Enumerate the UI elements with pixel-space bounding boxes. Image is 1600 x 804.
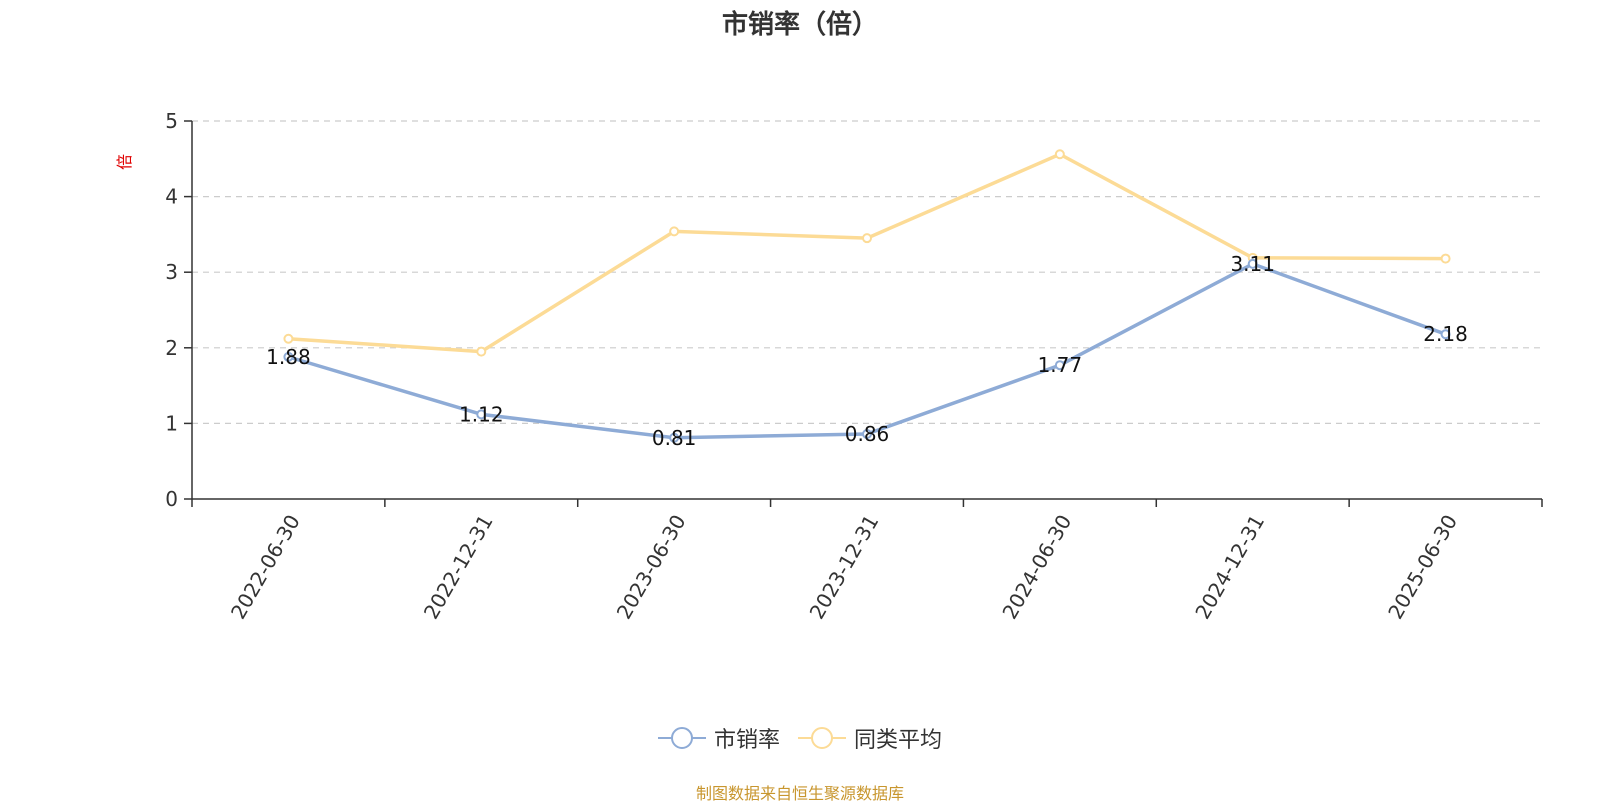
grid-lines [192,120,1542,424]
data-point-s0-3[interactable] [862,428,872,439]
data-point-s1-4[interactable] [1054,149,1065,160]
legend-label-1: 同类平均 [854,728,943,753]
data-point-s0-1[interactable] [476,409,487,420]
data-label-s0-2: 0.81 [652,426,697,450]
x-tick-label-5: 2024-12-31 [1190,511,1269,624]
data-point-s0-5[interactable] [1247,258,1258,269]
y-axis-unit-label: 倍 [115,154,134,170]
data-label-s0-1: 1.12 [459,402,504,426]
data-point-s1-6[interactable] [1440,253,1451,264]
legend-label-0: 市销率 [713,728,780,753]
data-point-s0-0[interactable] [283,351,294,362]
data-point-s1-1[interactable] [476,346,487,357]
data-label-s0-5: 3.11 [1230,252,1275,276]
y-tick-label-4: 4 [165,185,178,209]
y-tick-label-3: 3 [165,260,178,284]
series-group [283,149,1451,443]
data-point-s0-4[interactable] [1054,360,1065,371]
x-tick-label-1: 2022-12-31 [419,511,498,624]
axes [191,121,1542,500]
y-tick-label-0: 0 [165,487,178,511]
y-axis-ticks: 0 1 2 3 4 5 [165,109,192,511]
data-label-s0-0: 1.88 [266,345,311,369]
x-tick-label-6: 2025-06-30 [1383,511,1462,624]
chart-title: 市销率（倍） [721,10,878,40]
legend: 市销率 同类平均 [0,722,1600,754]
data-label-s0-6: 2.18 [1423,322,1468,346]
data-point-s1-3[interactable] [862,233,872,244]
x-tick-label-4: 2024-06-30 [997,511,1076,624]
data-point-s0-6[interactable] [1440,329,1451,340]
y-tick-label-5: 5 [165,109,178,133]
data-point-s1-2[interactable] [669,226,680,237]
source-note: 制图数据来自恒生聚源数据库 [695,784,904,803]
x-axis-ticks: 2022-06-30 2022-12-31 2023-06-30 2023-12-31… [191,499,1543,624]
legend-symbol-1 [798,727,846,749]
legend-item-series-1[interactable]: 同类平均 [798,722,942,754]
x-tick-label-3: 2023-12-31 [805,511,884,624]
legend-item-series-0[interactable]: 市销率 [657,722,780,754]
y-tick-label-2: 2 [165,336,178,360]
data-label-s0-3: 0.86 [845,422,890,446]
data-label-s0-4: 1.77 [1038,353,1083,377]
x-tick-label-2: 2023-06-30 [612,511,691,624]
data-labels: 1.88 1.12 0.81 0.86 1.77 3.11 2.18 [266,252,1468,450]
data-point-s1-0[interactable] [283,333,294,344]
x-tick-label-0: 2022-06-30 [226,511,305,624]
y-tick-label-1: 1 [165,411,178,435]
data-point-s0-2[interactable] [669,432,680,443]
legend-symbol-0 [657,727,706,749]
